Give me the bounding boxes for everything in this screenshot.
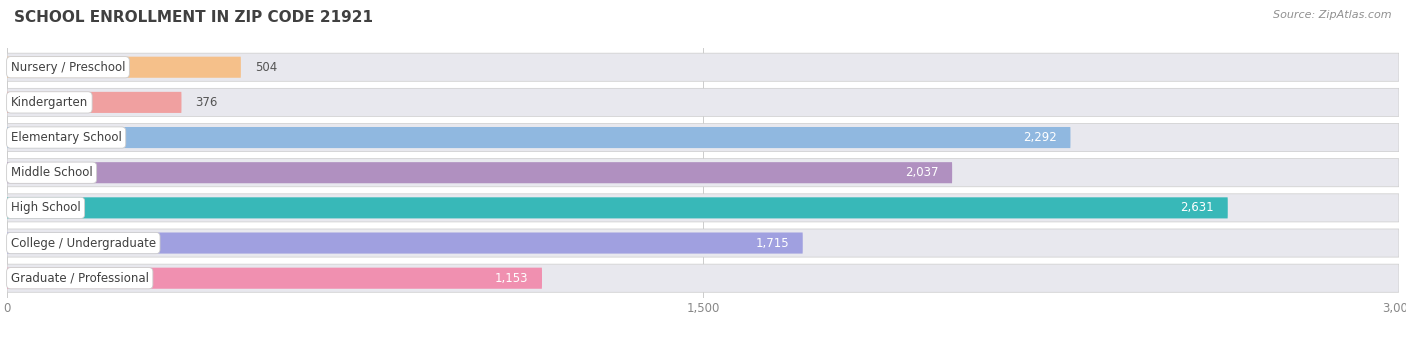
FancyBboxPatch shape <box>7 88 1399 116</box>
Text: Source: ZipAtlas.com: Source: ZipAtlas.com <box>1274 10 1392 20</box>
FancyBboxPatch shape <box>7 159 1399 187</box>
Text: Nursery / Preschool: Nursery / Preschool <box>11 61 125 74</box>
Text: 2,631: 2,631 <box>1180 201 1213 214</box>
FancyBboxPatch shape <box>7 57 240 78</box>
FancyBboxPatch shape <box>7 229 1399 257</box>
FancyBboxPatch shape <box>7 162 952 183</box>
FancyBboxPatch shape <box>7 53 1399 81</box>
FancyBboxPatch shape <box>7 197 1227 219</box>
Text: Elementary School: Elementary School <box>11 131 121 144</box>
FancyBboxPatch shape <box>7 233 803 253</box>
FancyBboxPatch shape <box>7 127 1070 148</box>
Text: 2,292: 2,292 <box>1022 131 1056 144</box>
Text: Kindergarten: Kindergarten <box>11 96 89 109</box>
FancyBboxPatch shape <box>7 264 1399 292</box>
Text: College / Undergraduate: College / Undergraduate <box>11 237 156 250</box>
Text: Middle School: Middle School <box>11 166 93 179</box>
FancyBboxPatch shape <box>7 92 181 113</box>
Text: 1,153: 1,153 <box>495 272 529 285</box>
Text: 504: 504 <box>254 61 277 74</box>
Text: 1,715: 1,715 <box>755 237 789 250</box>
FancyBboxPatch shape <box>7 123 1399 152</box>
Text: 2,037: 2,037 <box>904 166 938 179</box>
Text: High School: High School <box>11 201 80 214</box>
Text: 376: 376 <box>195 96 218 109</box>
FancyBboxPatch shape <box>7 194 1399 222</box>
Text: Graduate / Professional: Graduate / Professional <box>11 272 149 285</box>
FancyBboxPatch shape <box>7 268 541 289</box>
Text: SCHOOL ENROLLMENT IN ZIP CODE 21921: SCHOOL ENROLLMENT IN ZIP CODE 21921 <box>14 10 373 25</box>
